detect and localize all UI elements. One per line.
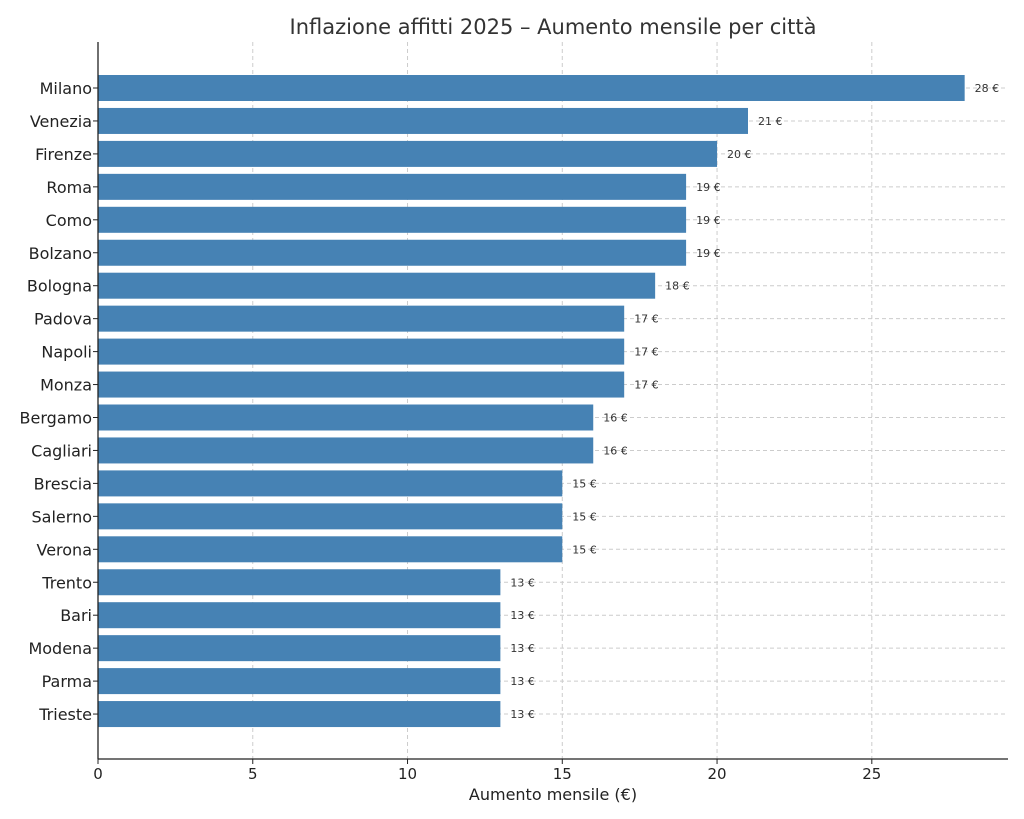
- category-label: Salerno: [32, 507, 92, 526]
- category-label: Verona: [36, 540, 92, 559]
- category-label: Parma: [42, 672, 92, 691]
- bar-parma: [98, 668, 501, 695]
- value-label: 17 €: [634, 346, 659, 359]
- value-label: 15 €: [572, 477, 597, 490]
- category-label: Bergamo: [20, 409, 92, 428]
- bar-firenze: [98, 140, 718, 167]
- category-label: Roma: [46, 178, 92, 197]
- value-label: 18 €: [665, 280, 690, 293]
- bar-cagliari: [98, 437, 594, 464]
- axes-layer: 0 5 10 15 20 25: [93, 42, 1008, 783]
- value-label: 15 €: [572, 510, 597, 523]
- category-label: Milano: [40, 79, 92, 98]
- x-tick-label: 20: [708, 765, 727, 783]
- bar-roma: [98, 173, 687, 200]
- category-label: Trieste: [38, 705, 92, 724]
- value-label: 13 €: [510, 708, 535, 721]
- category-label: Bologna: [27, 277, 92, 296]
- bar-napoli: [98, 338, 625, 365]
- x-axis-title: Aumento mensile (€): [469, 785, 637, 804]
- bar-modena: [98, 635, 501, 662]
- value-label: 21 €: [758, 115, 783, 128]
- value-label: 20 €: [727, 148, 752, 161]
- value-label: 13 €: [510, 642, 535, 655]
- value-label: 16 €: [603, 444, 628, 457]
- value-label: 13 €: [510, 609, 535, 622]
- value-label: 19 €: [696, 247, 721, 260]
- category-label: Brescia: [34, 474, 92, 493]
- bar-bologna: [98, 272, 656, 299]
- value-label: 17 €: [634, 379, 659, 392]
- category-label: Monza: [40, 376, 92, 395]
- category-label: Bolzano: [29, 244, 92, 263]
- value-label: 19 €: [696, 181, 721, 194]
- labels-layer: Milano 28 € Venezia 21 € Firenze 20 € Roma 19 €…: [20, 79, 1000, 724]
- category-label: Napoli: [41, 343, 92, 362]
- bar-como: [98, 206, 687, 233]
- x-tick-label: 5: [248, 765, 258, 783]
- value-label: 15 €: [572, 543, 597, 556]
- bar-monza: [98, 371, 625, 398]
- bar-brescia: [98, 470, 563, 497]
- bar-venezia: [98, 107, 748, 134]
- x-tick-label: 25: [862, 765, 881, 783]
- category-label: Trento: [41, 573, 92, 592]
- bar-salerno: [98, 503, 563, 530]
- bar-bergamo: [98, 404, 594, 431]
- bar-trento: [98, 569, 501, 596]
- bar-bolzano: [98, 239, 687, 266]
- bar-milano: [98, 75, 965, 101]
- value-label: 13 €: [510, 576, 535, 589]
- value-label: 16 €: [603, 412, 628, 425]
- bars-layer: [98, 75, 965, 728]
- category-label: Cagliari: [31, 441, 92, 460]
- value-label: 13 €: [510, 675, 535, 688]
- category-label: Modena: [28, 639, 92, 658]
- bar-bari: [98, 602, 501, 629]
- category-label: Bari: [60, 606, 92, 625]
- category-label: Padova: [34, 310, 92, 329]
- bar-verona: [98, 536, 563, 563]
- category-label: Como: [46, 211, 92, 230]
- value-label: 19 €: [696, 214, 721, 227]
- chart-title: Inflazione affitti 2025 – Aumento mensil…: [290, 15, 817, 39]
- bar-trieste: [98, 701, 501, 728]
- value-label: 28 €: [975, 82, 1000, 95]
- category-label: Firenze: [35, 145, 92, 164]
- value-label: 17 €: [634, 313, 659, 326]
- category-label: Venezia: [30, 112, 92, 131]
- x-tick-label: 10: [398, 765, 417, 783]
- x-tick-label: 0: [93, 765, 103, 783]
- x-tick-label: 15: [553, 765, 572, 783]
- bar-padova: [98, 305, 625, 332]
